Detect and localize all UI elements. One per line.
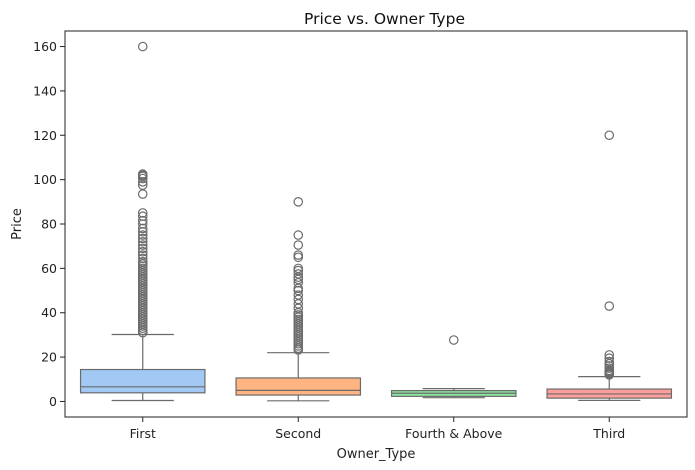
x-tick-label: Second (275, 426, 321, 441)
y-tick-label: 0 (49, 394, 57, 409)
y-tick-label: 120 (33, 128, 57, 143)
outlier-point (137, 223, 148, 234)
y-tick-label: 20 (41, 350, 57, 365)
outlier-point (604, 370, 615, 380)
y-tick-label: 160 (33, 39, 57, 54)
outlier-point (137, 211, 148, 222)
outlier-point (293, 197, 304, 207)
boxes-layer (79, 41, 673, 402)
outlier-point (604, 353, 615, 364)
outlier-point (137, 219, 148, 229)
box-group (79, 41, 206, 402)
outlier-point (137, 208, 148, 218)
box-iqr (79, 368, 206, 394)
x-tick-label: First (130, 426, 156, 441)
outlier-point (293, 345, 304, 355)
x-axis-title: Owner_Type (337, 447, 416, 462)
outlier-point (137, 173, 148, 184)
y-axis-title: Price (10, 208, 25, 240)
box-group (546, 130, 673, 401)
outlier-point (137, 246, 148, 257)
outlier-point (448, 335, 459, 345)
outlier-point (293, 240, 304, 250)
outlier-point (137, 230, 148, 240)
outlier-point (137, 327, 148, 338)
y-tick-label: 80 (41, 217, 57, 232)
outlier-point (137, 253, 148, 264)
x-axis: First Second Fourth & Above Third (130, 417, 625, 441)
outlier-point (137, 243, 148, 254)
y-tick-label: 100 (33, 172, 57, 187)
outlier-point (137, 226, 148, 237)
outlier-point (137, 177, 148, 187)
y-axis: 0 20 40 60 80 100 120 140 160 (33, 39, 65, 409)
y-tick-label: 40 (41, 305, 57, 320)
outlier-point (604, 301, 615, 311)
y-tick-label: 60 (41, 261, 57, 276)
outlier-point (604, 130, 615, 141)
outlier-point (137, 215, 148, 226)
x-tick-label: Third (592, 426, 625, 441)
chart-title: Price vs. Owner Type (304, 10, 465, 28)
outlier-point (137, 189, 148, 199)
outlier-point (137, 233, 148, 244)
box-group (235, 197, 362, 402)
box-iqr (235, 377, 362, 396)
plot-area-frame (64, 30, 688, 418)
outlier-point (137, 236, 148, 247)
outlier-point (137, 240, 148, 250)
box-group (390, 335, 517, 399)
outlier-point (137, 41, 148, 52)
y-tick-label: 140 (33, 83, 57, 98)
outlier-point (293, 277, 304, 288)
outlier-point (293, 230, 304, 240)
x-tick-label: Fourth & Above (405, 426, 503, 441)
outlier-point (293, 252, 304, 263)
